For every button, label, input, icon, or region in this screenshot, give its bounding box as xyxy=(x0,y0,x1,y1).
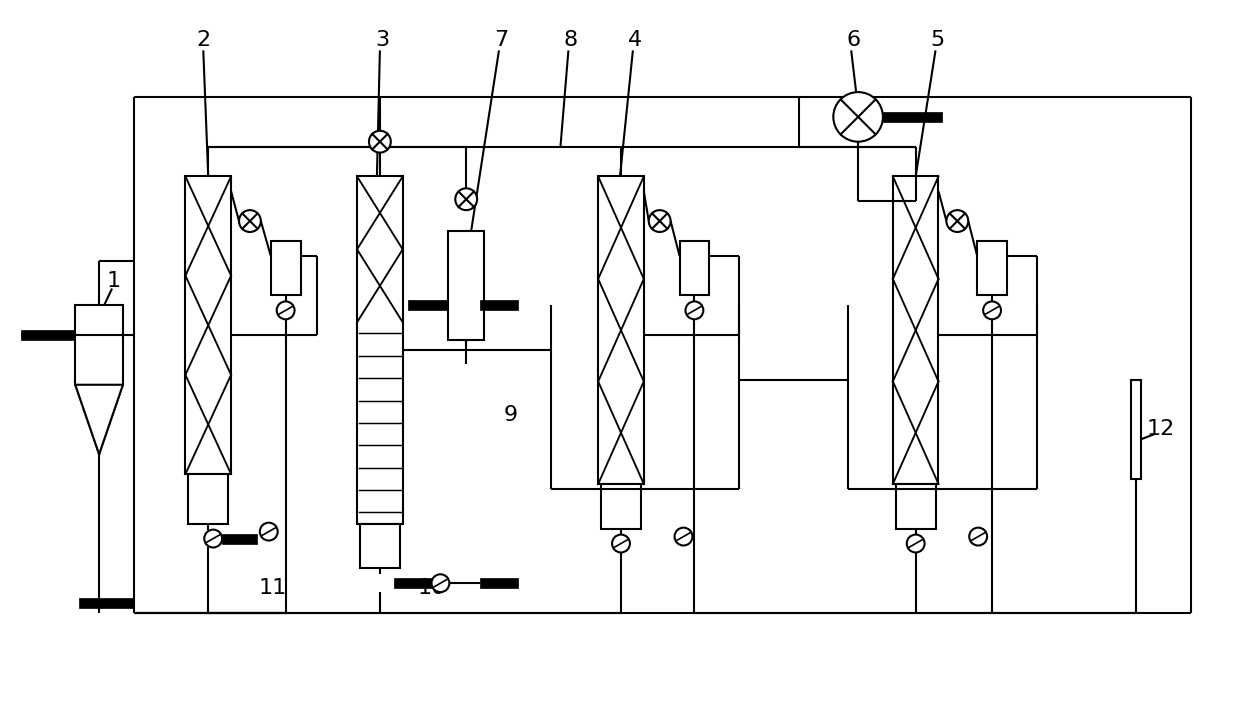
Bar xyxy=(21,330,76,340)
Bar xyxy=(598,176,644,484)
Text: 9: 9 xyxy=(503,405,518,424)
Bar xyxy=(270,241,300,296)
Bar xyxy=(394,578,434,588)
Bar xyxy=(357,176,403,524)
Bar xyxy=(680,241,709,296)
Bar xyxy=(188,474,228,524)
Bar xyxy=(222,533,257,543)
Text: 3: 3 xyxy=(374,31,389,50)
Bar xyxy=(76,306,123,385)
Bar xyxy=(1131,380,1141,479)
Polygon shape xyxy=(76,385,123,454)
Bar xyxy=(408,301,448,311)
Text: 12: 12 xyxy=(1147,419,1174,439)
Text: 6: 6 xyxy=(846,31,861,50)
Circle shape xyxy=(205,530,222,547)
Circle shape xyxy=(983,301,1001,319)
Text: 4: 4 xyxy=(627,31,642,50)
Circle shape xyxy=(613,535,630,552)
Text: 2: 2 xyxy=(196,31,211,50)
Bar xyxy=(893,176,939,484)
Bar xyxy=(360,524,399,568)
Text: 1: 1 xyxy=(107,271,122,291)
Circle shape xyxy=(686,301,703,319)
Circle shape xyxy=(239,210,260,232)
Circle shape xyxy=(260,523,278,540)
Circle shape xyxy=(277,301,295,319)
Text: 8: 8 xyxy=(563,31,578,50)
Bar xyxy=(449,231,484,340)
Bar xyxy=(883,112,942,122)
Text: 10: 10 xyxy=(418,578,445,598)
Circle shape xyxy=(906,535,925,552)
Circle shape xyxy=(946,210,968,232)
Circle shape xyxy=(675,528,692,545)
Text: 11: 11 xyxy=(259,578,286,598)
Bar xyxy=(186,176,231,474)
Circle shape xyxy=(970,528,987,545)
Text: 7: 7 xyxy=(494,31,508,50)
Bar xyxy=(977,241,1007,296)
Circle shape xyxy=(432,574,449,592)
Text: 5: 5 xyxy=(930,31,945,50)
Bar xyxy=(480,578,518,588)
Circle shape xyxy=(370,131,391,153)
Bar xyxy=(79,598,134,608)
Bar xyxy=(895,484,935,529)
Circle shape xyxy=(649,210,671,232)
Circle shape xyxy=(833,92,883,141)
Bar xyxy=(601,484,641,529)
Bar xyxy=(480,301,518,311)
Circle shape xyxy=(455,188,477,210)
